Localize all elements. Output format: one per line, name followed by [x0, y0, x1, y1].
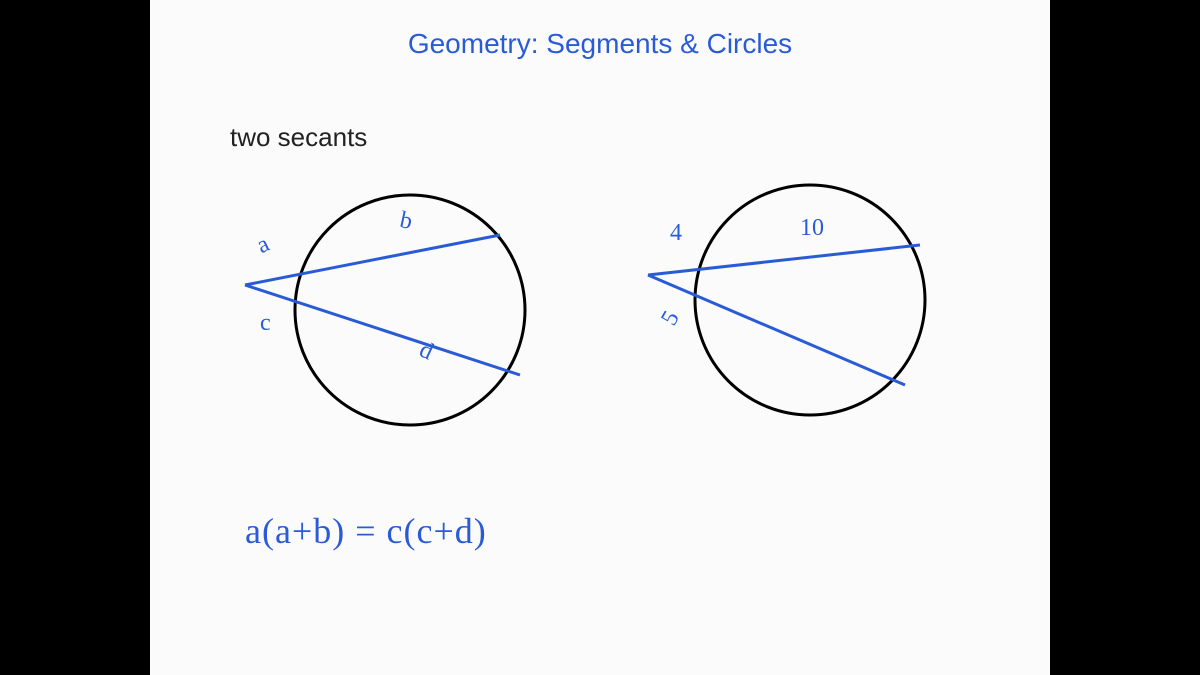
label-4: 4: [670, 220, 682, 247]
right-circle-diagram: [150, 160, 1050, 480]
slide-title: Geometry: Segments & Circles: [150, 28, 1050, 60]
label-10: 10: [800, 215, 824, 242]
right-secant-top: [648, 245, 920, 275]
slide-canvas: Geometry: Segments & Circles two secants…: [150, 0, 1050, 675]
right-secant-bottom: [648, 275, 905, 385]
slide-subtitle: two secants: [230, 122, 367, 153]
diagram-area: a b c d 4 10 5: [150, 160, 1050, 480]
formula-text: a(a+b) = c(c+d): [245, 510, 487, 552]
